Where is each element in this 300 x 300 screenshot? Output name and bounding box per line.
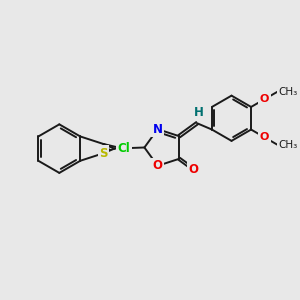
- Text: O: O: [260, 94, 269, 104]
- Text: S: S: [99, 147, 108, 160]
- Text: CH₃: CH₃: [279, 140, 298, 150]
- Text: H: H: [194, 106, 203, 119]
- Text: Cl: Cl: [117, 142, 130, 155]
- Text: O: O: [260, 132, 269, 142]
- Text: CH₃: CH₃: [279, 87, 298, 97]
- Text: O: O: [153, 159, 163, 172]
- Text: O: O: [189, 163, 199, 176]
- Text: N: N: [153, 123, 163, 136]
